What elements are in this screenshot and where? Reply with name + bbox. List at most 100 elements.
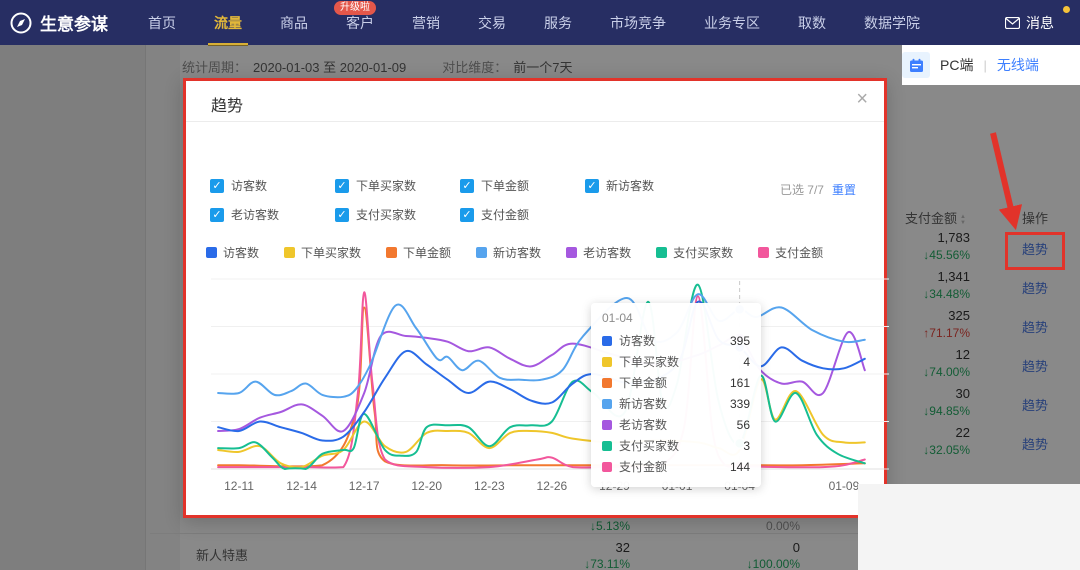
tooltip-swatch bbox=[602, 419, 612, 430]
selected-count: 已选 7/7 bbox=[779, 183, 824, 197]
tooltip-series-value: 395 bbox=[729, 333, 750, 348]
x-tick-label: 12-11 bbox=[224, 479, 254, 493]
annotation-highlight-box bbox=[1005, 232, 1065, 270]
tooltip-row: 支付金额 144 bbox=[602, 458, 750, 475]
metric-checkbox[interactable]: ✓ 访客数 bbox=[210, 177, 335, 194]
legend-label: 支付金额 bbox=[775, 246, 824, 260]
nav-item[interactable]: 流量 bbox=[208, 0, 248, 46]
checkbox-label: 支付金额 bbox=[481, 208, 530, 222]
nav-menu: 首页 流量 商品 客户 营销 交易 服务 市场竞争 业务专区 取数 数据学院 bbox=[148, 0, 920, 46]
chart-tooltip: 01-04 访客数 395 下单买家数 4 bbox=[591, 303, 761, 487]
brand-name: 生意参谋 bbox=[40, 15, 108, 34]
nav-item[interactable]: 交易 bbox=[478, 15, 506, 31]
tooltip-swatch bbox=[602, 335, 612, 346]
checkbox-checked-icon[interactable]: ✓ bbox=[210, 178, 224, 193]
legend-label: 访客数 bbox=[223, 246, 260, 260]
tooltip-series-value: 339 bbox=[729, 396, 750, 411]
tooltip-swatch bbox=[602, 461, 612, 472]
legend-swatch bbox=[206, 247, 217, 258]
calendar-button[interactable] bbox=[902, 52, 930, 78]
selection-info: 已选 7/7 重置 bbox=[780, 181, 856, 198]
nav-message[interactable]: 消息 bbox=[1005, 13, 1054, 33]
metric-checkbox[interactable]: ✓ 新访客数 bbox=[585, 177, 710, 194]
metric-checkbox[interactable]: ✓ 支付金额 bbox=[460, 206, 585, 223]
legend-item[interactable]: 支付买家数 bbox=[656, 244, 733, 261]
checkbox-label: 老访客数 bbox=[231, 208, 280, 222]
tooltip-series-value: 3 bbox=[743, 438, 750, 453]
nav-item[interactable]: 首页 bbox=[148, 15, 176, 31]
legend-label: 下单买家数 bbox=[301, 246, 362, 260]
legend-item[interactable]: 下单金额 bbox=[386, 244, 451, 261]
upgrade-badge: 升级啦 bbox=[334, 1, 376, 15]
device-pc-tab[interactable]: PC端 bbox=[940, 57, 974, 73]
metric-checkbox[interactable]: ✓ 老访客数 bbox=[210, 206, 335, 223]
chart-legend: 访客数 下单买家数 下单金额 新访客数 bbox=[206, 244, 823, 261]
checkbox-checked-icon[interactable]: ✓ bbox=[335, 207, 349, 222]
nav-item[interactable]: 市场竞争 bbox=[610, 15, 666, 31]
legend-item[interactable]: 支付金额 bbox=[758, 244, 823, 261]
tooltip-series-value: 4 bbox=[743, 354, 750, 369]
nav-item[interactable]: 营销 bbox=[412, 15, 440, 31]
device-separator: | bbox=[983, 57, 987, 73]
legend-swatch bbox=[566, 247, 578, 258]
x-axis-labels: 12-1112-1412-1712-2012-2312-2612-2901-01… bbox=[203, 479, 893, 495]
nav-item[interactable]: 数据学院 bbox=[864, 15, 920, 31]
metric-checkbox[interactable]: ✓ 支付买家数 bbox=[335, 206, 460, 223]
trend-line-老访客数 bbox=[217, 330, 866, 433]
legend-item[interactable]: 新访客数 bbox=[476, 244, 541, 261]
checkbox-checked-icon[interactable]: ✓ bbox=[460, 207, 474, 222]
tooltip-swatch bbox=[602, 377, 612, 388]
legend-swatch bbox=[476, 247, 488, 258]
nav-item[interactable]: 服务 bbox=[544, 15, 572, 31]
reset-link[interactable]: 重置 bbox=[831, 183, 856, 197]
trend-line-新访客数 bbox=[217, 293, 866, 399]
legend-item[interactable]: 访客数 bbox=[206, 244, 259, 261]
tooltip-swatch bbox=[602, 356, 612, 367]
close-icon[interactable]: × bbox=[856, 88, 868, 110]
legend-swatch bbox=[758, 247, 770, 258]
modal-header: 趋势 × bbox=[186, 81, 884, 122]
nav-item[interactable]: 客户 bbox=[346, 15, 374, 31]
legend-swatch bbox=[284, 247, 296, 258]
metric-checkbox[interactable]: ✓ 下单金额 bbox=[460, 177, 585, 194]
checkbox-checked-icon[interactable]: ✓ bbox=[335, 178, 349, 193]
tooltip-row: 支付买家数 3 bbox=[602, 437, 750, 454]
notification-dot bbox=[1063, 6, 1070, 13]
nav-item[interactable]: 取数 bbox=[798, 15, 826, 31]
legend-item[interactable]: 老访客数 bbox=[566, 244, 631, 261]
checkbox-checked-icon[interactable]: ✓ bbox=[460, 178, 474, 193]
nav-item[interactable]: 商品 bbox=[280, 15, 308, 31]
x-tick-label: 12-23 bbox=[473, 479, 505, 493]
tooltip-swatch bbox=[602, 398, 612, 409]
device-switcher: PC端 | 无线端 bbox=[902, 45, 1080, 85]
envelope-icon bbox=[1005, 16, 1020, 29]
x-tick-label: 12-26 bbox=[536, 479, 568, 493]
corner-blank-panel bbox=[858, 484, 1080, 570]
calendar-icon bbox=[909, 58, 923, 72]
legend-label: 下单金额 bbox=[403, 246, 452, 260]
trend-line-下单金额 bbox=[217, 306, 866, 468]
device-wireless-tab[interactable]: 无线端 bbox=[996, 57, 1039, 73]
checkbox-checked-icon[interactable]: ✓ bbox=[210, 207, 224, 222]
brand-logo[interactable]: 生意参谋 bbox=[10, 10, 108, 35]
legend-item[interactable]: 下单买家数 bbox=[284, 244, 361, 261]
modal-title: 趋势 bbox=[211, 98, 244, 115]
trend-chart[interactable] bbox=[203, 271, 893, 483]
checkbox-checked-icon[interactable]: ✓ bbox=[585, 178, 599, 193]
checkbox-label: 新访客数 bbox=[606, 179, 655, 193]
x-tick-label: 12-14 bbox=[286, 479, 317, 493]
nav-item[interactable]: 业务专区 bbox=[704, 15, 760, 31]
legend-label: 新访客数 bbox=[493, 246, 542, 260]
nav-message-label: 消息 bbox=[1026, 14, 1054, 31]
legend-swatch bbox=[386, 247, 398, 258]
metric-checkbox[interactable]: ✓ 下单买家数 bbox=[335, 177, 460, 194]
trend-modal: 趋势 × ✓ 访客数 ✓ 下单买家数 ✓ 下单金额 bbox=[183, 78, 889, 518]
tooltip-row: 下单买家数 4 bbox=[602, 353, 750, 370]
checkbox-label: 访客数 bbox=[231, 179, 268, 193]
x-tick-label: 01-09 bbox=[828, 479, 860, 493]
tooltip-row: 下单金额 161 bbox=[602, 374, 750, 391]
tooltip-series-name: 老访客数 bbox=[619, 418, 668, 432]
legend-label: 支付买家数 bbox=[673, 246, 734, 260]
tooltip-series-name: 下单金额 bbox=[619, 376, 668, 390]
